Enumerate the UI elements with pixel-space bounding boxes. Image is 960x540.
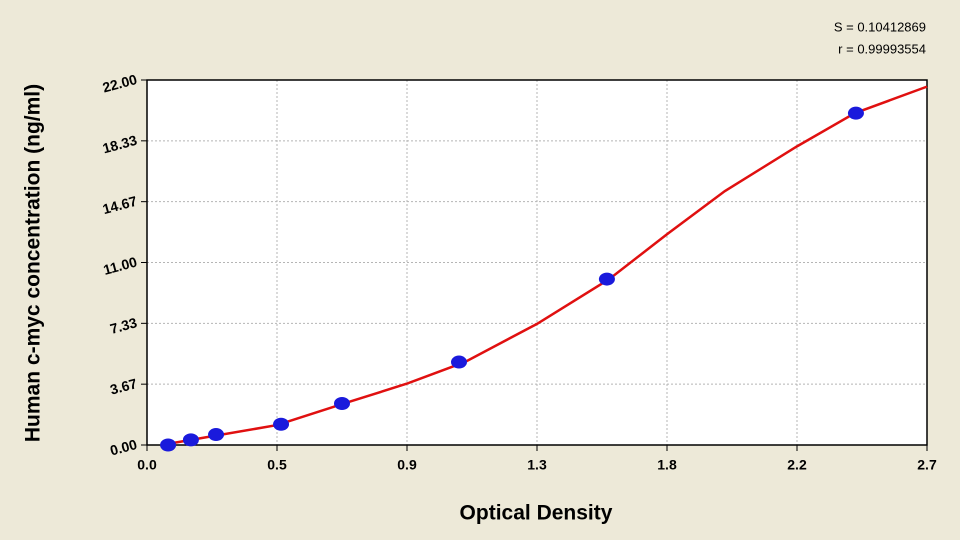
annotation: S = 0.10412869 <box>834 19 926 34</box>
data-point <box>273 417 290 431</box>
y-tick-label: 0.00 <box>108 436 139 459</box>
annotation: r = 0.99993554 <box>838 41 926 56</box>
y-tick-label: 7.33 <box>108 314 139 337</box>
x-tick-label: 0.0 <box>137 457 157 473</box>
x-tick-label: 1.8 <box>657 457 677 473</box>
data-point <box>847 106 864 120</box>
data-point <box>598 272 615 286</box>
x-tick-label: 0.5 <box>267 457 287 473</box>
x-axis-title: Optical Density <box>460 502 613 525</box>
plot-frame <box>146 79 928 446</box>
x-tick-label: 0.9 <box>397 457 417 473</box>
data-point <box>451 355 467 369</box>
x-tick-label: 2.7 <box>917 457 937 473</box>
data-point <box>160 438 177 452</box>
y-axis-title: Human c-myc concentration (ng/ml) <box>22 84 45 442</box>
data-point <box>208 428 225 442</box>
data-point <box>334 397 350 411</box>
x-tick-label: 2.2 <box>787 457 807 473</box>
x-tick-label: 1.3 <box>527 457 547 473</box>
data-point <box>182 433 199 447</box>
y-tick-label: 3.67 <box>108 375 139 398</box>
